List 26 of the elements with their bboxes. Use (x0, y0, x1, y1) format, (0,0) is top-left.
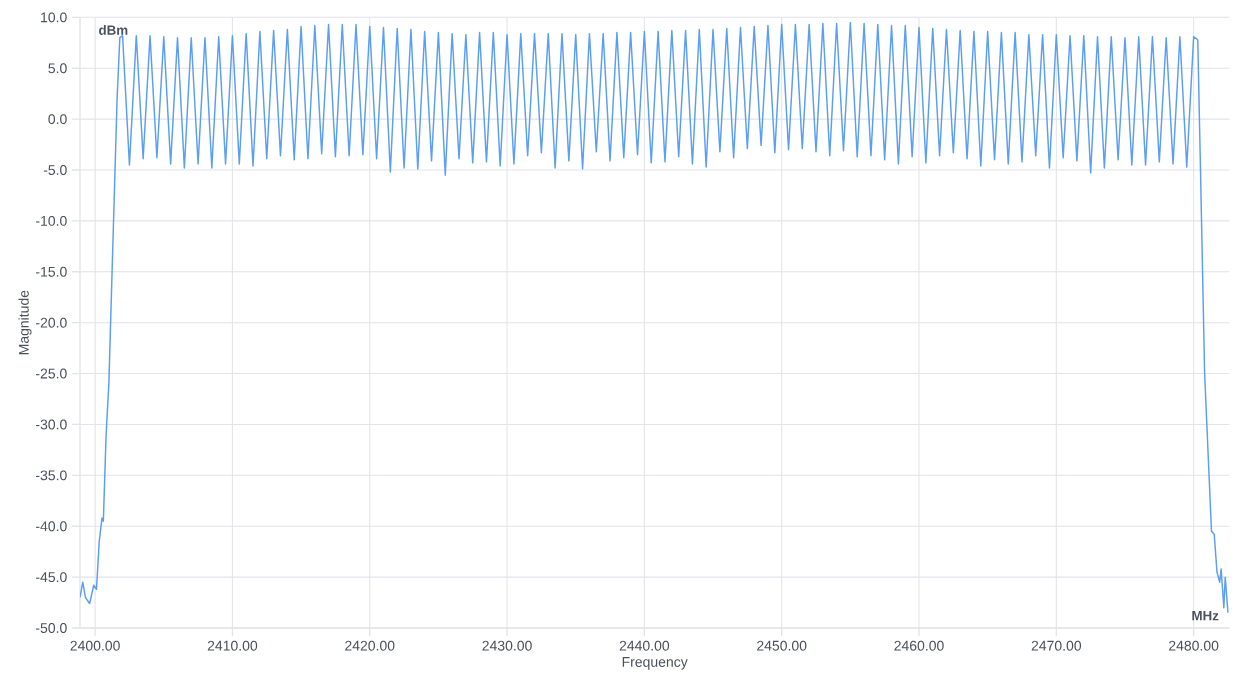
y-tick-label: -20.0 (36, 317, 67, 328)
y-tick-label: -10.0 (36, 215, 67, 226)
y-tick-label: -25.0 (36, 368, 67, 379)
x-axis-title: Frequency (622, 657, 688, 670)
x-tick-label: 2480.00 (1169, 640, 1219, 651)
y-tick-label: -15.0 (36, 266, 67, 277)
y-tick-label: -45.0 (36, 572, 67, 583)
x-tick-label: 2420.00 (345, 640, 395, 651)
x-tick-label: 2460.00 (894, 640, 944, 651)
annotation: MHz (1192, 611, 1219, 621)
y-tick-label: -40.0 (36, 521, 67, 532)
x-tick-label: 2440.00 (619, 640, 670, 651)
x-tick-label: 2470.00 (1031, 640, 1082, 651)
y-tick-label: 10.0 (41, 12, 67, 23)
x-tick-label: 2430.00 (482, 640, 532, 651)
x-tick-label: 2400.00 (70, 640, 120, 651)
y-tick-label: -30.0 (36, 419, 67, 430)
y-tick-label: -50.0 (36, 623, 67, 633)
annotation: dBm (99, 25, 128, 35)
y-tick-label: -35.0 (36, 470, 67, 481)
x-tick-label: 2450.00 (757, 640, 807, 651)
x-tick-label: 2410.00 (207, 640, 258, 651)
y-tick-label: -5.0 (43, 165, 67, 175)
y-axis-title: Magnitude (18, 290, 32, 355)
y-tick-label: 0.0 (48, 114, 67, 125)
y-tick-label: 5.0 (48, 63, 67, 74)
